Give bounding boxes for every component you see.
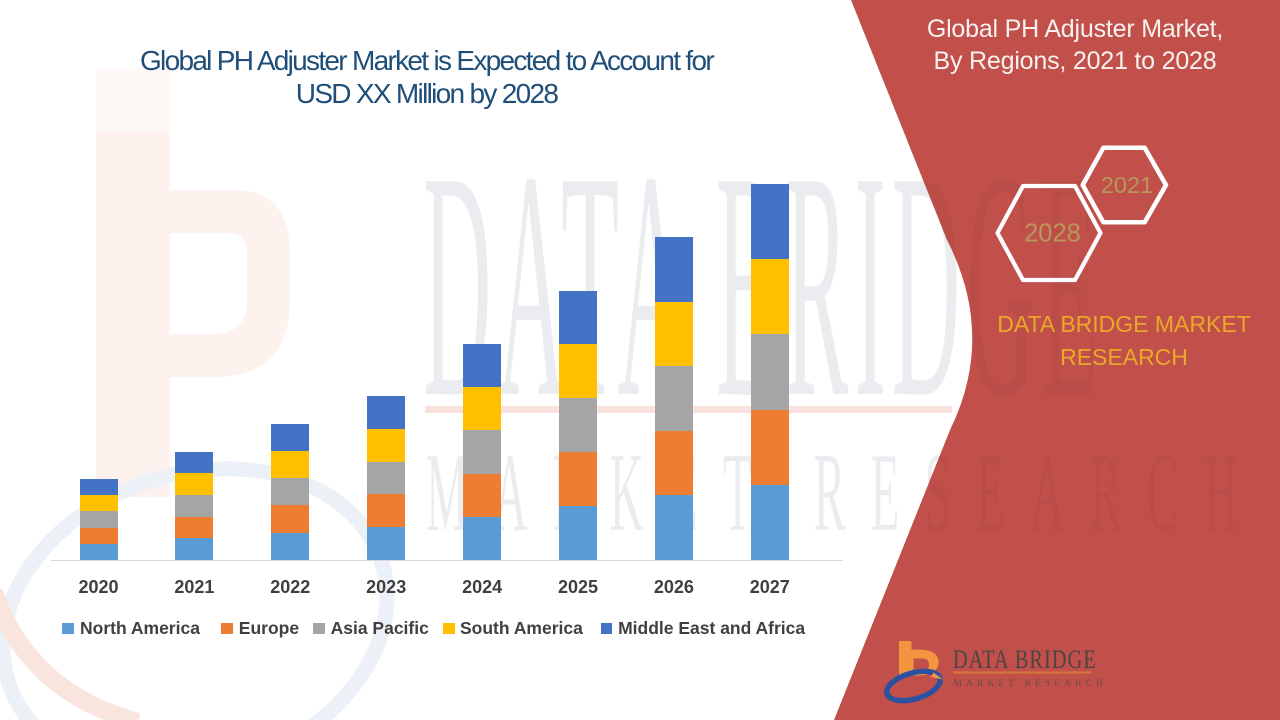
svg-text:DATA BRIDGE: DATA BRIDGE bbox=[953, 646, 1097, 675]
svg-text:2021: 2021 bbox=[1101, 172, 1153, 198]
svg-text:2028: 2028 bbox=[1024, 220, 1081, 248]
svg-text:MARKET RESEARCH: MARKET RESEARCH bbox=[954, 679, 1107, 689]
